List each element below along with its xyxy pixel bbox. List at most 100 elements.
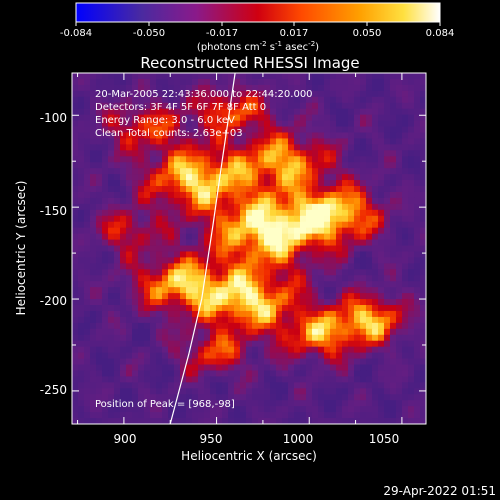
heatmap-cell (294, 293, 301, 300)
heatmap-cell (162, 328, 169, 336)
heatmap-cell (168, 96, 175, 104)
heatmap-cell (306, 203, 313, 211)
heatmap-cell (276, 168, 283, 175)
heatmap-cell (318, 138, 325, 145)
heatmap-cell (72, 388, 79, 395)
heatmap-cell (90, 108, 97, 116)
heatmap-cell (96, 346, 103, 354)
heatmap-cell (78, 388, 85, 395)
heatmap-cell (270, 376, 277, 383)
heatmap-cell (216, 215, 223, 223)
heatmap-cell (396, 275, 403, 282)
heatmap-cell (96, 78, 103, 86)
heatmap-cell (378, 174, 385, 181)
heatmap-cell (408, 275, 415, 282)
heatmap-cell (420, 400, 426, 407)
heatmap-cell (150, 96, 157, 104)
annotation-detectors: Detectors: 3F 4F 5F 6F 7F 8F Att 0 (95, 102, 266, 113)
heatmap-cell (294, 168, 301, 175)
heatmap-cell (294, 156, 301, 163)
heatmap-cell (306, 209, 313, 217)
heatmap-cell (234, 257, 241, 264)
heatmap-cell (162, 418, 169, 424)
heatmap-cell (396, 316, 403, 324)
heatmap-cell (192, 376, 199, 383)
heatmap-cell (324, 394, 331, 401)
heatmap-cell (114, 287, 121, 294)
heatmap-cell (156, 96, 163, 104)
heatmap-cell (222, 227, 229, 235)
heatmap-cell (336, 203, 343, 211)
heatmap-cell (234, 90, 241, 98)
heatmap-cell (414, 251, 421, 259)
heatmap-cell (342, 114, 349, 122)
heatmap-cell (240, 239, 247, 247)
heatmap-cell (288, 245, 295, 253)
heatmap-cell (354, 221, 361, 229)
heatmap-cell (222, 299, 229, 306)
heatmap-cell (372, 334, 379, 342)
heatmap-cell (192, 364, 199, 372)
heatmap-cell (240, 197, 247, 205)
heatmap-cell (156, 340, 163, 348)
heatmap-cell (168, 340, 175, 348)
heatmap-cell (192, 275, 199, 282)
heatmap-cell (126, 239, 133, 247)
heatmap-cell (312, 221, 319, 229)
heatmap-cell (420, 174, 426, 181)
heatmap-cell (84, 322, 91, 330)
heatmap-cell (360, 352, 367, 360)
heatmap-cell (174, 400, 181, 407)
heatmap-cell (408, 203, 415, 211)
heatmap-cell (336, 78, 343, 86)
heatmap-cell (282, 162, 289, 169)
heatmap-cell (180, 328, 187, 336)
heatmap-cell (276, 114, 283, 122)
plot-frame (71, 72, 427, 425)
heatmap-cell (132, 233, 139, 241)
heatmap-cell (204, 305, 211, 312)
heatmap-cell (300, 334, 307, 342)
heatmap-cell (306, 299, 313, 306)
heatmap-cell (192, 269, 199, 276)
heatmap-cell (90, 144, 97, 151)
heatmap-cell (84, 352, 91, 360)
heatmap-cell (378, 156, 385, 163)
heatmap-cell (330, 346, 337, 354)
heatmap-cell (204, 102, 211, 110)
heatmap-cell (420, 144, 426, 151)
heatmap-cell (336, 221, 343, 229)
heatmap-cell (126, 328, 133, 336)
heatmap-cell (408, 328, 415, 336)
heatmap-cell (408, 73, 415, 80)
heatmap-cell (102, 293, 109, 300)
heatmap-cell (228, 233, 235, 241)
heatmap-cell (72, 370, 79, 378)
heatmap-cell (318, 412, 325, 419)
heatmap-cell (72, 84, 79, 92)
heatmap-cell (186, 269, 193, 276)
heatmap-cell (96, 376, 103, 383)
heatmap-cell (192, 227, 199, 235)
heatmap-cell (336, 346, 343, 354)
heatmap-cell (120, 168, 127, 175)
heatmap-cell (96, 322, 103, 330)
heatmap-cell (276, 400, 283, 407)
heatmap-cell (174, 197, 181, 205)
heatmap-cell (192, 394, 199, 401)
heatmap-cell (270, 305, 277, 312)
heatmap-cell (162, 102, 169, 110)
heatmap-cell (414, 400, 421, 407)
heatmap-cell (252, 209, 259, 217)
heatmap-cell (306, 233, 313, 241)
heatmap-cell (330, 203, 337, 211)
unit-part-5: -2 (308, 40, 315, 48)
heatmap-cell (366, 263, 373, 270)
heatmap-cell (234, 209, 241, 217)
heatmap-cell (228, 370, 235, 378)
heatmap-cell (360, 239, 367, 247)
heatmap-cell (90, 209, 97, 217)
heatmap-cell (210, 322, 217, 330)
heatmap-cell (252, 322, 259, 330)
heatmap-cell (228, 191, 235, 199)
